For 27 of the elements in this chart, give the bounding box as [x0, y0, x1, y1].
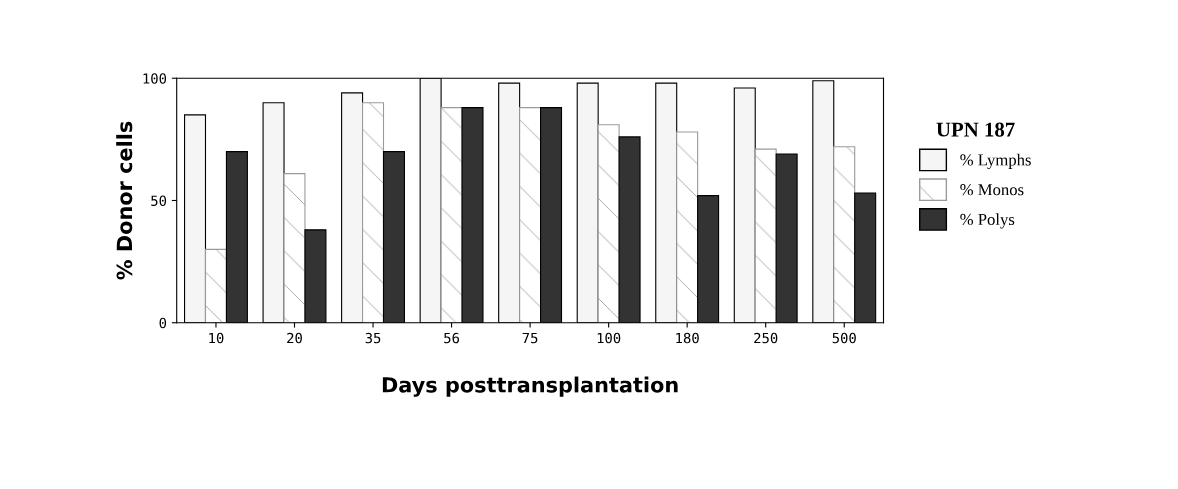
- x-tick-label: 250: [754, 332, 778, 344]
- x-tick-label: 56: [444, 332, 460, 344]
- y-tick-label: 0: [159, 317, 167, 329]
- legend-label: % Polys: [960, 213, 1015, 229]
- bar: [440, 107, 463, 323]
- y-tick-label: 50: [151, 195, 167, 206]
- bar: [283, 173, 306, 323]
- bar: [676, 131, 699, 323]
- legend-title: UPN 187: [936, 122, 1015, 137]
- x-axis-title: Days posttransplantation: [382, 376, 678, 397]
- bar: [754, 148, 777, 323]
- x-tick-label: 100: [597, 332, 621, 344]
- y-tick-label: 100: [143, 73, 167, 84]
- legend-label: % Monos: [960, 184, 1024, 196]
- x-tick-label: 75: [522, 332, 538, 344]
- x-tick-label: 20: [287, 332, 302, 344]
- y-axis-title: % Donor cells: [116, 121, 133, 280]
- bar: [833, 146, 856, 323]
- bar: [204, 248, 227, 323]
- bar: [597, 124, 620, 323]
- x-tick-label: 35: [365, 332, 381, 344]
- x-tick-label: 500: [832, 332, 856, 344]
- bar: [519, 107, 542, 323]
- bar: [362, 102, 385, 323]
- x-tick-label: 10: [209, 332, 224, 344]
- x-tick-label: 180: [676, 332, 699, 344]
- legend-label: % Lymphs: [960, 153, 1031, 169]
